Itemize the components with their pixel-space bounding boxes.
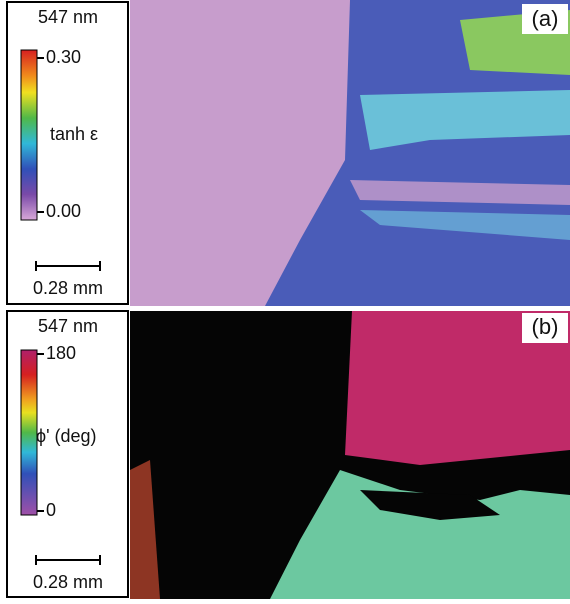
colorbar-label: tanh ε: [50, 124, 98, 144]
colorbar-max: 0.30: [46, 47, 81, 67]
colorbar-min: 0.00: [46, 201, 81, 221]
panel-label: (b): [532, 314, 559, 339]
panel-b: 547 nm 180 0 ϕ' (deg) 0.28 mm (b): [7, 311, 570, 599]
colorbar-min: 0: [46, 500, 56, 520]
colorbar-max: 180: [46, 343, 76, 363]
scale-label: 0.28 mm: [33, 572, 103, 592]
figure: 547 nm 0.30 0.00 tanh ε 0.28 mm (a) 547 …: [0, 0, 570, 599]
wavelength: 547 nm: [38, 316, 98, 336]
wavelength: 547 nm: [38, 7, 98, 27]
colorbar: [21, 50, 37, 220]
panel-label: (a): [532, 6, 559, 31]
colorbar-label: ϕ' (deg): [36, 426, 97, 446]
scale-label: 0.28 mm: [33, 278, 103, 298]
page: 547 nm 0.30 0.00 tanh ε 0.28 mm (a) 547 …: [0, 0, 570, 604]
panel-a: 547 nm 0.30 0.00 tanh ε 0.28 mm (a): [7, 0, 570, 306]
colorbar: [21, 350, 37, 515]
